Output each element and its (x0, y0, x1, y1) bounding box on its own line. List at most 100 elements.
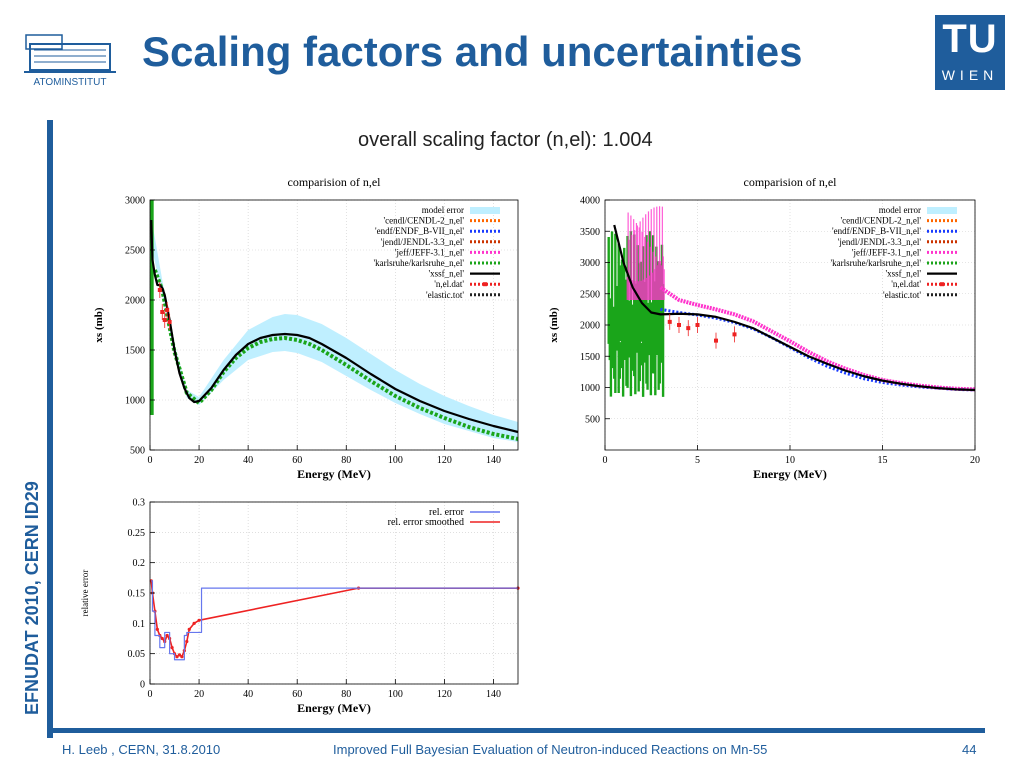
legend-label: 'jeff/JEFF-3.1_n,el' (852, 247, 921, 257)
y-axis-label: xs (mb) (548, 307, 560, 342)
y-tick-label: 500 (130, 446, 145, 457)
data-point (180, 655, 184, 659)
y-tick-label: 1500 (125, 346, 145, 357)
y-tick-label: 0.3 (133, 498, 146, 509)
vertical-accent-bar (47, 120, 53, 738)
footer-page-number: 44 (962, 742, 977, 757)
data-point (686, 326, 691, 331)
logo-text: ATOMINSTITUT (34, 77, 107, 88)
y-axis-label: xs (mb) (93, 307, 105, 342)
tu-logo-text: TU (942, 17, 998, 61)
y-tick-label: 2500 (125, 246, 145, 257)
x-axis-label: Energy (MeV) (753, 467, 827, 481)
x-tick-label: 20 (970, 455, 980, 466)
footer-author-date: H. Leeb , CERN, 31.8.2010 (62, 742, 221, 757)
data-point (732, 332, 737, 337)
data-point (695, 323, 700, 327)
data-point (677, 323, 681, 327)
x-tick-label: 0 (148, 689, 153, 700)
legend-label: 'xssf_n,el' (886, 269, 922, 279)
data-point (160, 310, 165, 314)
x-tick-label: 20 (194, 455, 204, 466)
x-tick-label: 10 (785, 455, 795, 466)
x-axis-label: Energy (MeV) (297, 701, 371, 715)
data-point (714, 338, 718, 343)
y-tick-label: 4000 (580, 196, 600, 207)
y-axis-label: relative error (80, 570, 90, 617)
legend-label: 'cendl/CENDL-2_n,el' (841, 216, 922, 226)
legend-label: 'n,el.dat' (434, 279, 464, 289)
horizontal-accent-bar (47, 728, 985, 733)
legend-swatch (927, 207, 957, 214)
data-point (175, 655, 179, 659)
x-tick-label: 20 (194, 689, 204, 700)
x-axis-label: Energy (MeV) (297, 467, 371, 481)
x-tick-label: 0 (603, 455, 608, 466)
legend-label: rel. error (429, 507, 465, 518)
y-tick-label: 0 (140, 680, 145, 691)
x-tick-label: 60 (292, 689, 302, 700)
side-conference-label: EFNUDAT 2010, CERN ID29 (22, 481, 42, 715)
x-tick-label: 60 (292, 455, 302, 466)
x-tick-label: 80 (341, 455, 351, 466)
data-point (177, 653, 182, 657)
legend-label: 'n,el.dat' (891, 279, 921, 289)
data-point (185, 639, 189, 644)
y-tick-label: 0.15 (128, 589, 146, 600)
y-tick-label: 0.1 (133, 619, 146, 630)
data-point (167, 320, 172, 324)
legend-label: 'karlsruhe/karlsruhe_n,el' (831, 258, 922, 268)
x-tick-label: 40 (243, 455, 253, 466)
data-point (162, 318, 167, 322)
series-xssf-n-el (150, 219, 519, 434)
legend-label: 'xssf_n,el' (429, 269, 465, 279)
y-tick-label: 0.25 (128, 528, 146, 539)
chart-nel-low-energy: 0 5 10 15 20 500 1000 1500 2000 2500 3000 3500 4000 c… (548, 175, 980, 481)
y-tick-label: 1500 (580, 352, 600, 363)
legend-label: model error (879, 205, 921, 215)
legend-label: 'elastic.tot' (883, 290, 921, 300)
x-tick-label: 140 (486, 689, 501, 700)
chart-title: comparision of n,el (744, 175, 838, 189)
x-tick-label: 0 (148, 455, 153, 466)
y-tick-label: 3500 (580, 227, 600, 238)
legend-label: model error (422, 205, 464, 215)
y-tick-label: 1000 (580, 383, 600, 394)
footer-talk-title: Improved Full Bayesian Evaluation of Neu… (333, 742, 768, 757)
tu-wien-logo: TU WIEN (935, 15, 1005, 90)
series-rel-error-smoothed (150, 580, 518, 658)
chart-nel-full-range: 0 20 40 60 80 100 120 140 500 1000 1500 2000 2500 300… (93, 175, 519, 481)
x-tick-label: 100 (388, 455, 403, 466)
x-tick-label: 80 (341, 689, 351, 700)
y-tick-label: 2000 (580, 321, 600, 332)
wien-logo-text: WIEN (941, 67, 999, 83)
y-tick-label: 0.05 (128, 649, 146, 660)
legend-label: 'jeff/JEFF-3.1_n,el' (395, 247, 464, 257)
series-jeff-jeff-3-1-n-el (659, 285, 976, 392)
y-tick-label: 1000 (125, 396, 145, 407)
y-tick-label: 2500 (580, 289, 600, 300)
legend-label: 'karlsruhe/karlsruhe_n,el' (374, 258, 465, 268)
legend-label: rel. error smoothed (388, 517, 464, 528)
scaling-factor-subtitle: overall scaling factor (n,el): 1.004 (358, 129, 653, 151)
legend-label: 'jendl/JENDL-3.3_n,el' (838, 237, 922, 247)
x-tick-label: 5 (695, 455, 700, 466)
legend-label: 'jendl/JENDL-3.3_n,el' (381, 237, 465, 247)
data-point (170, 646, 174, 650)
x-tick-label: 100 (388, 689, 403, 700)
x-tick-label: 40 (243, 689, 253, 700)
data-point (165, 633, 169, 638)
resonance-region (607, 231, 665, 397)
data-point (197, 618, 201, 622)
plot-frame (149, 199, 519, 451)
x-tick-label: 120 (437, 689, 452, 700)
series-xssf-n-el (613, 224, 976, 392)
legend-marker (940, 282, 944, 287)
y-tick-label: 0.2 (133, 558, 146, 569)
series-rel-error (151, 580, 518, 661)
chart-title: comparision of n,el (288, 175, 382, 189)
chart-relative-error: 0 20 40 60 80 100 120 140 0 0.05 0.1 0.15 0.2 0.25 0.3… (80, 498, 520, 715)
x-tick-label: 140 (486, 455, 501, 466)
legend-marker (483, 282, 487, 287)
y-tick-label: 2000 (125, 296, 145, 307)
